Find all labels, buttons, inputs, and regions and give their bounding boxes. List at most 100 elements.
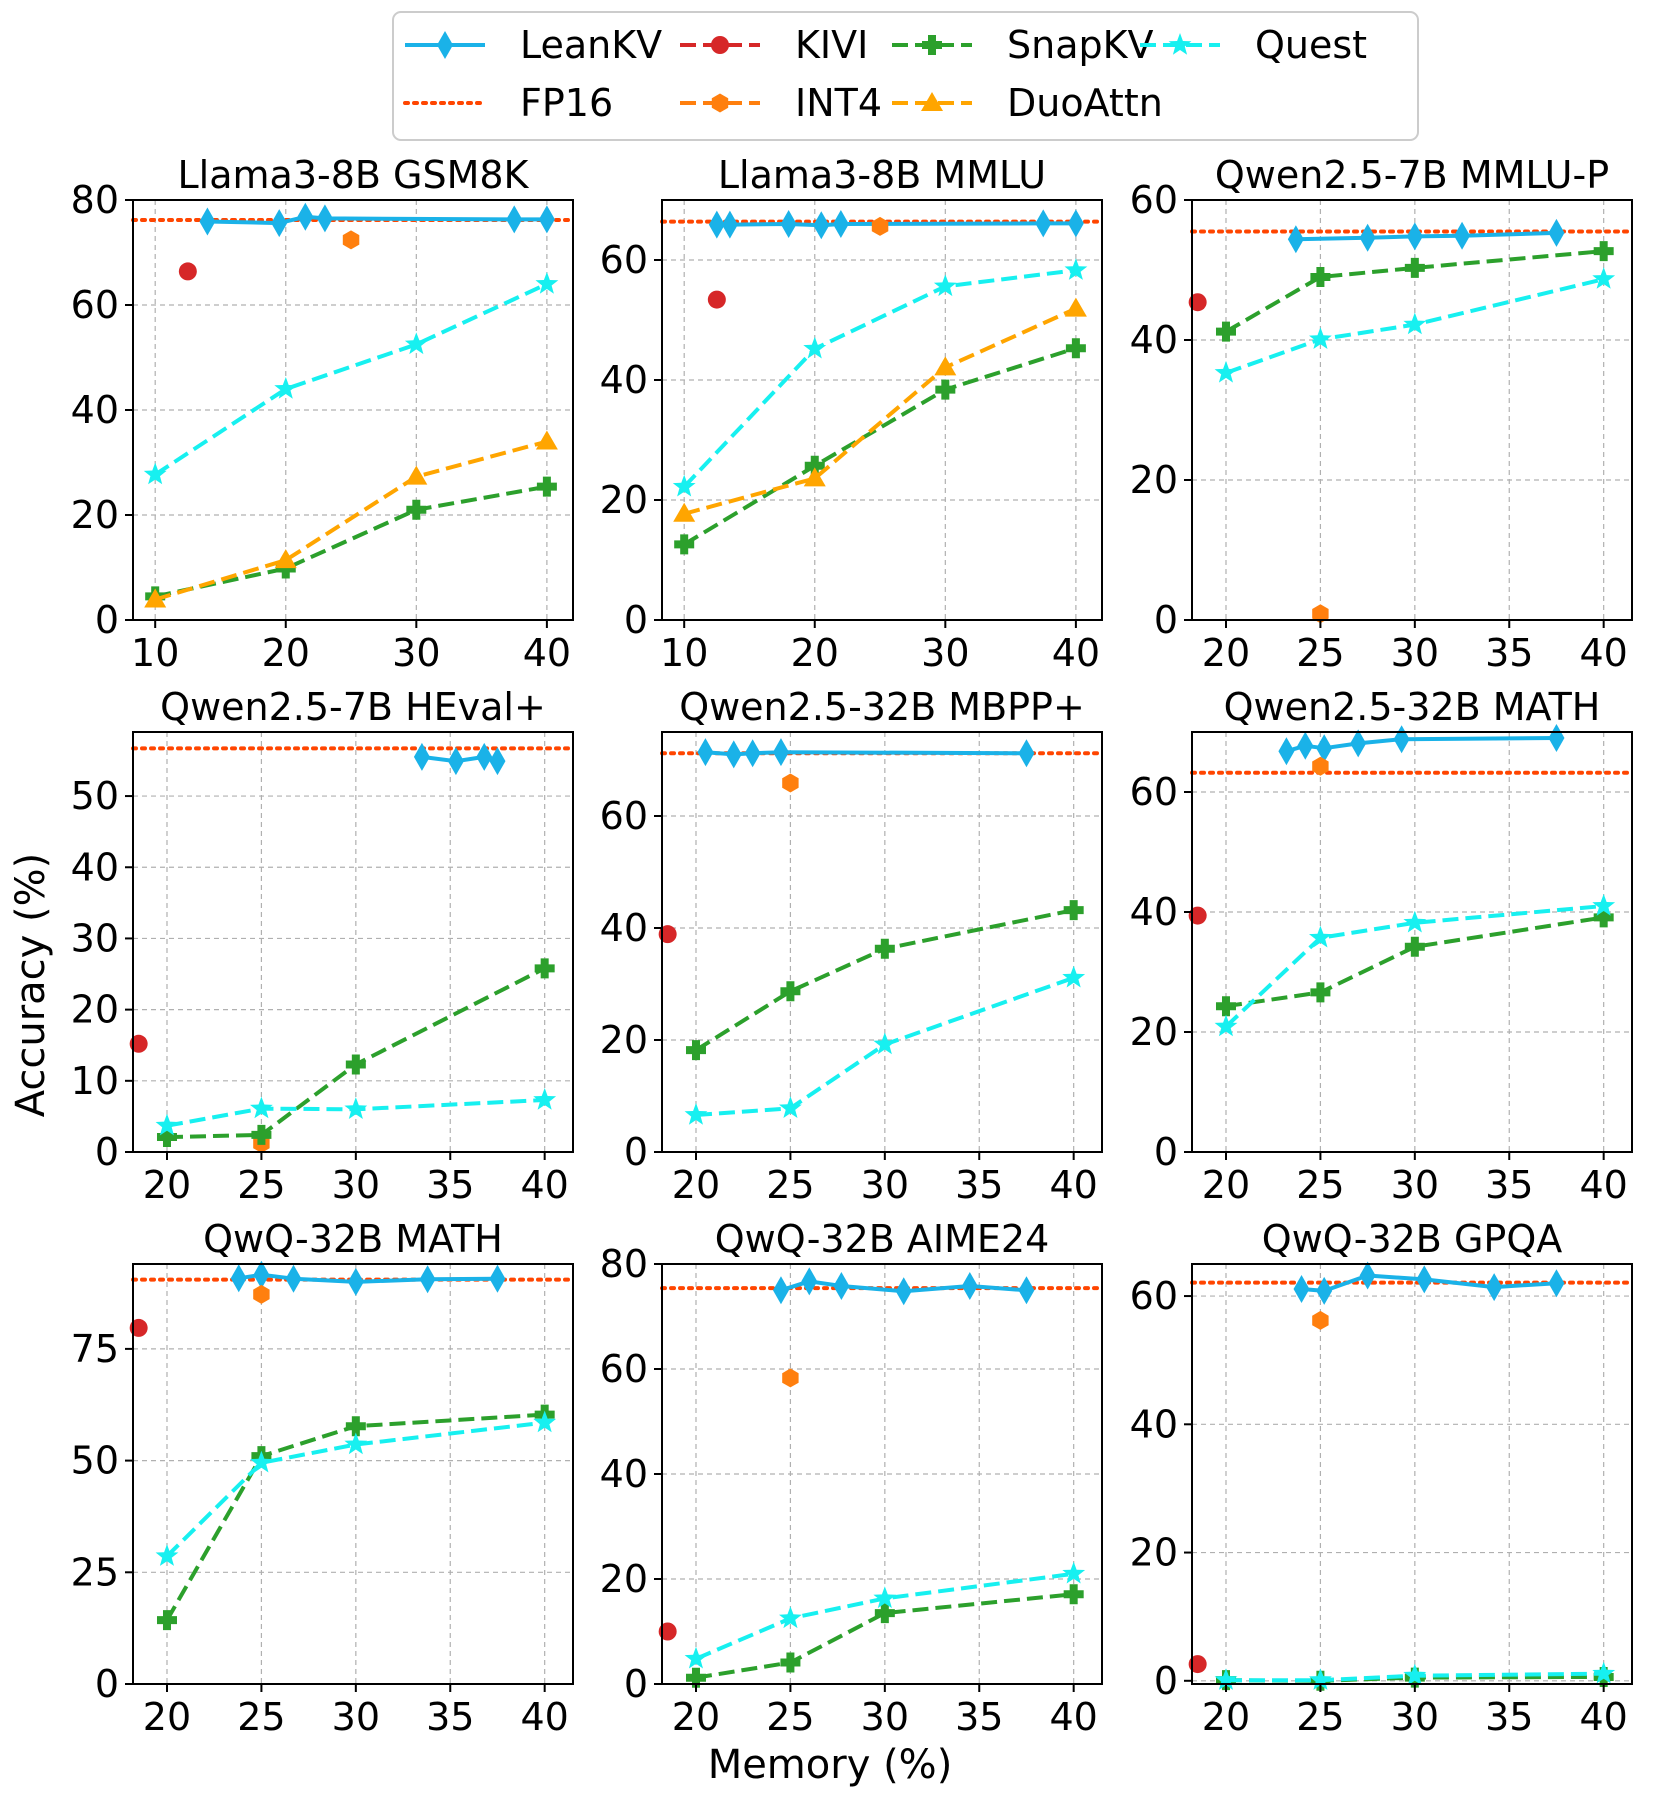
- point-quest-5-2: [873, 1032, 897, 1055]
- series-duoattn-1: [144, 430, 558, 608]
- x-tick-label-3-1: 25: [1296, 631, 1344, 675]
- legend-marker-duoattn: [921, 92, 943, 111]
- series-kivi-6: [1188, 906, 1207, 925]
- point-quest-5-3: [1062, 965, 1086, 988]
- point-leankv-8-2: [833, 1272, 850, 1301]
- series-quest-6: [1214, 894, 1616, 1037]
- x-tick-label-4-2: 30: [332, 1163, 380, 1207]
- point-leankv-2-0: [708, 210, 725, 239]
- point-leankv-2-3: [813, 211, 830, 240]
- point-quest-1-0: [143, 462, 167, 485]
- panel-frame-9: [1191, 1263, 1633, 1685]
- point-snapkv-5-0: [685, 1040, 706, 1061]
- point-quest-1-2: [404, 332, 428, 355]
- point-snapkv-3-0: [1215, 321, 1236, 342]
- point-quest-4-3: [533, 1088, 557, 1110]
- point-snapkv-1-3: [536, 476, 557, 497]
- panel-title-4: Qwen2.5-7B HEval+: [160, 685, 546, 729]
- series-snapkv-8: [685, 1584, 1084, 1688]
- y-tick-label-3-0: 0: [1154, 598, 1178, 642]
- point-int4-8-0: [782, 1368, 799, 1388]
- point-leankv-1-0: [199, 207, 216, 236]
- x-tick-label-5-4: 40: [1049, 1163, 1097, 1207]
- series-snapkv-2: [674, 338, 1086, 555]
- x-tick-label-3-3: 35: [1485, 631, 1533, 675]
- point-leankv-5-0: [697, 738, 714, 767]
- y-tick-label-1-3: 60: [71, 283, 119, 327]
- x-tick-label-8-2: 30: [861, 1695, 909, 1739]
- panel-2: 10 20 30 40 0 20 40 60 Llama3-8B MMLU: [600, 153, 1104, 675]
- point-snapkv-2-3: [1065, 338, 1086, 359]
- point-leankv-7-0: [230, 1264, 247, 1293]
- x-tick-label-9-4: 40: [1579, 1695, 1627, 1739]
- point-leankv-1-5: [538, 205, 555, 234]
- y-tick-label-4-0: 0: [95, 1130, 119, 1174]
- point-kivi-2-0: [707, 290, 726, 309]
- point-snapkv-1-1: [275, 558, 296, 579]
- panel-title-6: Qwen2.5-32B MATH: [1224, 685, 1601, 729]
- point-snapkv-8-3: [1063, 1584, 1084, 1605]
- y-tick-label-7-1: 25: [71, 1550, 119, 1594]
- y-tick-label-1-0: 0: [95, 598, 119, 642]
- y-tick-label-9-0: 0: [1154, 1659, 1178, 1703]
- point-duoattn-2-1: [803, 467, 826, 487]
- point-snapkv-3-3: [1593, 241, 1614, 262]
- point-leankv-1-4: [506, 205, 523, 234]
- x-tick-label-9-0: 20: [1202, 1695, 1250, 1739]
- point-leankv-6-3: [1350, 729, 1367, 758]
- point-snapkv-6-1: [1310, 982, 1331, 1003]
- point-quest-3-0: [1214, 360, 1238, 383]
- legend-entry-duoattn: DuoAttn: [892, 81, 1163, 125]
- point-quest-3-1: [1309, 327, 1332, 349]
- series-leankv-1: [199, 202, 555, 238]
- y-tick-label-8-1: 20: [600, 1557, 648, 1601]
- series-line-quest-1: [154, 282, 548, 477]
- x-tick-label-2-1: 20: [791, 631, 839, 675]
- point-quest-6-3: [1592, 894, 1616, 916]
- series-kivi-2: [707, 290, 726, 309]
- y-tick-label-9-3: 60: [1130, 1274, 1178, 1318]
- series-line-duoattn-2: [683, 306, 1077, 516]
- panel-1: 10 20 30 40 0 20 40 60 80 Llama3-8B GSM8K: [71, 153, 575, 675]
- point-snapkv-4-3: [534, 958, 555, 979]
- point-snapkv-5-2: [874, 938, 895, 959]
- point-int4-5-0: [782, 773, 799, 793]
- panel-title-2: Llama3-8B MMLU: [718, 153, 1046, 197]
- x-tick-label-8-3: 35: [955, 1695, 1003, 1739]
- point-leankv-4-3: [489, 747, 506, 776]
- y-tick-label-7-0: 0: [95, 1662, 119, 1706]
- y-tick-label-2-3: 60: [600, 238, 648, 282]
- y-tick-label-3-3: 60: [1130, 178, 1178, 222]
- point-quest-7-0: [155, 1544, 179, 1566]
- legend-entry-int4: INT4: [680, 81, 882, 125]
- point-snapkv-2-0: [674, 534, 695, 555]
- point-leankv-3-3: [1454, 221, 1471, 250]
- point-quest-7-1: [250, 1450, 273, 1473]
- legend-entry-leankv: LeanKV: [405, 23, 662, 67]
- y-tick-label-1-1: 20: [71, 493, 119, 537]
- point-int4-6-0: [1312, 756, 1329, 776]
- series-quest-9: [1214, 1661, 1616, 1690]
- series-leankv-8: [772, 1267, 1035, 1306]
- y-tick-label-6-1: 20: [1130, 1010, 1178, 1054]
- series-snapkv-6: [1215, 907, 1614, 1017]
- point-leankv-2-1: [721, 210, 738, 239]
- point-leankv-6-0: [1278, 737, 1295, 766]
- point-snapkv-3-1: [1310, 267, 1331, 287]
- panel-title-8: QwQ-32B AIME24: [715, 1217, 1050, 1261]
- point-quest-1-1: [274, 377, 298, 399]
- legend-entry-snapkv: SnapKV: [892, 23, 1154, 67]
- y-tick-label-7-3: 75: [71, 1327, 119, 1371]
- y-tick-label-6-2: 40: [1130, 890, 1178, 934]
- panel-frame-5: [661, 731, 1103, 1153]
- point-duoattn-2-2: [934, 356, 957, 376]
- y-tick-label-4-2: 20: [71, 988, 119, 1032]
- series-duoattn-2: [673, 297, 1087, 522]
- x-tick-label-3-4: 40: [1579, 631, 1627, 675]
- point-leankv-3-1: [1359, 223, 1376, 252]
- point-snapkv-2-1: [804, 455, 825, 476]
- x-tick-label-6-2: 30: [1391, 1163, 1439, 1207]
- x-tick-label-3-2: 30: [1391, 631, 1439, 675]
- point-snapkv-5-3: [1063, 900, 1084, 921]
- series-line-leankv-2: [716, 221, 1076, 228]
